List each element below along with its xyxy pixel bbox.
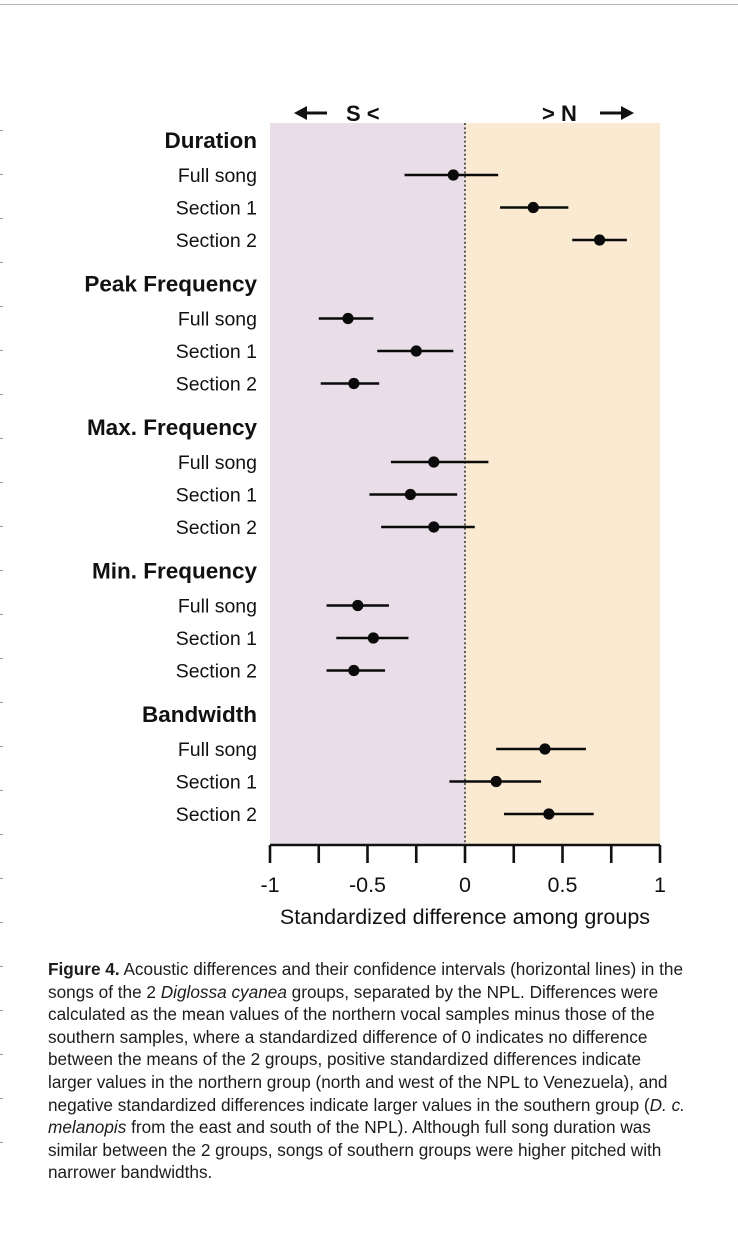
row-label: Section 1: [176, 485, 257, 507]
x-tick-label: -1: [260, 873, 279, 897]
point-estimate: [539, 743, 551, 755]
right-arrow-icon: [621, 106, 634, 120]
row-label: Section 1: [176, 628, 257, 650]
group-label: Max. Frequency: [87, 415, 258, 440]
row-label: Full song: [178, 739, 257, 761]
left-arrow-icon: [294, 106, 307, 120]
direction-label-north: > N: [542, 101, 577, 126]
point-estimate: [404, 488, 416, 501]
point-estimate: [342, 312, 354, 325]
row-label: Section 2: [176, 661, 257, 683]
point-estimate: [490, 775, 502, 788]
row-label: Section 2: [176, 374, 257, 396]
group-label: Min. Frequency: [92, 559, 258, 584]
x-tick-label: 0.5: [548, 873, 578, 897]
point-estimate: [527, 201, 539, 214]
point-estimate: [428, 521, 440, 533]
caption-heading: Figure 4.: [48, 959, 120, 979]
point-estimate: [543, 808, 555, 820]
point-estimate: [352, 599, 364, 612]
row-label: Section 1: [176, 341, 257, 363]
x-axis-title: Standardized difference among groups: [280, 905, 650, 929]
row-label: Section 1: [176, 198, 257, 220]
x-tick-label: -0.5: [349, 873, 386, 897]
caption-text-3: from the east and south of the NPL). Alt…: [48, 1117, 662, 1183]
row-label: Full song: [178, 452, 257, 474]
row-label: Section 1: [176, 772, 257, 794]
point-estimate: [367, 632, 379, 644]
row-label: Full song: [178, 165, 257, 187]
point-estimate: [593, 234, 606, 246]
point-estimate: [348, 664, 360, 677]
point-estimate: [410, 345, 422, 357]
caption-text-1: Acoustic differences and their confidenc…: [48, 959, 684, 1002]
figure-caption: Figure 4. Acoustic differences and their…: [48, 958, 688, 1184]
row-label: Section 2: [176, 804, 257, 826]
row-label: Full song: [178, 596, 257, 618]
direction-label-south: S <: [346, 101, 380, 126]
caption-text-2: groups, separated by the NPL. Difference…: [48, 981, 668, 1115]
row-label: Full song: [178, 309, 257, 331]
group-label: Duration: [165, 128, 258, 153]
point-estimate: [447, 169, 459, 181]
x-tick-label: 0: [459, 873, 471, 897]
caption-species: Diglossa cyanea: [160, 981, 287, 1002]
caption-subspecies: D. c. melanopis: [48, 1094, 685, 1138]
page-margin-marks: [0, 0, 6, 1258]
forest-plot: S < > N Duration Full song Section 1 Section …: [84, 101, 666, 929]
point-estimate: [428, 456, 440, 468]
group-label: Bandwidth: [142, 702, 257, 727]
group-label: Peak Frequency: [84, 272, 257, 297]
north-region: [465, 123, 660, 845]
point-estimate: [348, 377, 360, 390]
row-label: Section 2: [176, 230, 257, 252]
south-region: [270, 123, 465, 845]
x-tick-label: 1: [654, 873, 666, 897]
row-label: Section 2: [176, 517, 257, 539]
page-top-rule: [0, 4, 738, 5]
